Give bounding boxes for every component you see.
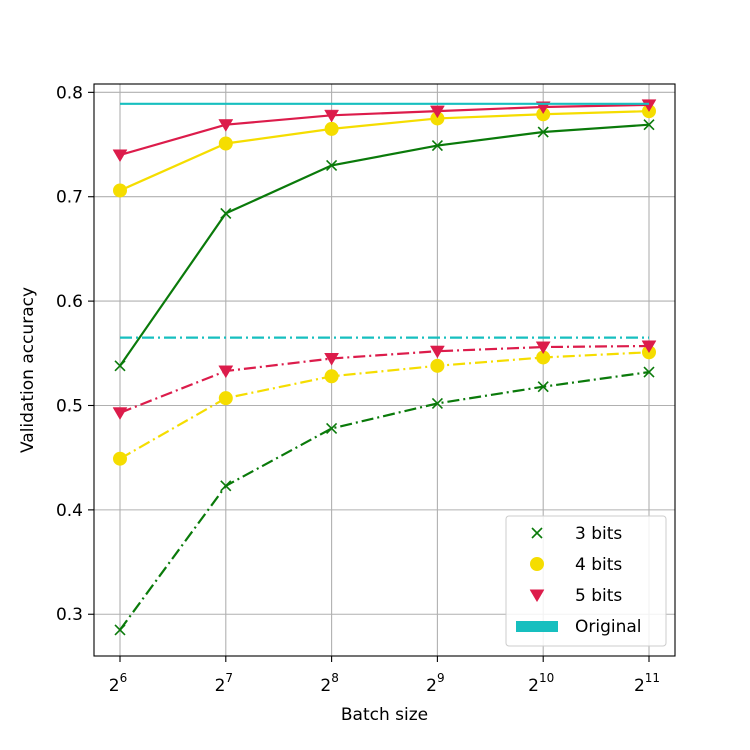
legend-box xyxy=(505,515,667,647)
data-point xyxy=(641,99,657,113)
series-4-bits-dashdot xyxy=(113,345,656,466)
x-tick-label: 210 xyxy=(528,671,554,696)
legend-label: 4 bits xyxy=(575,555,622,575)
y-tick-label: 0.6 xyxy=(56,292,83,312)
y-axis-label: Validation accuracy xyxy=(18,287,38,453)
legend-marker xyxy=(529,589,545,603)
x-tick-base: 2 xyxy=(109,676,120,696)
data-point xyxy=(429,345,445,359)
series-3-bits-dashdot xyxy=(114,366,655,636)
data-point xyxy=(324,369,339,384)
legend-item-original: Original xyxy=(516,617,642,637)
data-point xyxy=(324,109,340,123)
series-5-bits-solid xyxy=(112,99,657,163)
data-point xyxy=(643,366,655,378)
y-tick-label: 0.3 xyxy=(56,605,83,625)
data-point xyxy=(218,365,234,379)
series-line xyxy=(119,344,650,414)
x-tick-exponent: 10 xyxy=(539,671,554,685)
legend-marker xyxy=(530,557,544,571)
legend-item-3-bits: 3 bits xyxy=(531,524,622,544)
legend-label: 3 bits xyxy=(575,524,622,544)
series-5-bits-dashdot xyxy=(112,340,657,420)
x-tick-label: 26 xyxy=(109,671,127,696)
x-tick-base: 2 xyxy=(634,676,645,696)
x-tick-exponent: 6 xyxy=(120,671,128,685)
data-point xyxy=(431,140,443,152)
x-tick-label: 211 xyxy=(634,671,660,696)
data-point xyxy=(113,451,127,466)
x-tick-exponent: 9 xyxy=(437,671,445,685)
grid xyxy=(94,84,675,656)
data-point xyxy=(641,340,657,354)
legend-item-4-bits: 4 bits xyxy=(530,555,622,575)
y-tick-label: 0.4 xyxy=(56,501,83,521)
x-tick-base: 2 xyxy=(426,676,437,696)
data-point xyxy=(431,397,443,409)
x-tick-base: 2 xyxy=(528,676,539,696)
x-tick-base: 2 xyxy=(215,676,226,696)
data-point xyxy=(537,381,549,393)
data-point xyxy=(643,119,655,131)
data-point xyxy=(429,105,445,119)
x-tick-label: 27 xyxy=(215,671,233,696)
x-tick-exponent: 8 xyxy=(331,671,339,685)
x-tick-label: 29 xyxy=(426,671,444,696)
legend-label: Original xyxy=(575,617,642,637)
data-point xyxy=(112,407,128,420)
x-tick-label: 28 xyxy=(320,671,338,696)
data-point xyxy=(218,391,233,406)
legend-item-5-bits: 5 bits xyxy=(529,586,622,606)
x-axis-label: Batch size xyxy=(341,705,428,725)
legend-swatch xyxy=(516,621,558,632)
series-4-bits-solid xyxy=(113,104,656,198)
data-point xyxy=(324,121,339,136)
data-point xyxy=(218,136,233,151)
data-point xyxy=(113,183,127,198)
series-line xyxy=(119,123,650,367)
x-tick-exponent: 11 xyxy=(645,671,660,685)
data-point xyxy=(220,207,232,219)
data-point xyxy=(218,119,234,132)
series-3-bits-solid xyxy=(114,119,655,372)
y-tick-label: 0.8 xyxy=(56,83,83,103)
data-point xyxy=(430,358,445,373)
data-point xyxy=(324,353,340,366)
plot-frame xyxy=(93,83,676,657)
series-line xyxy=(119,370,650,631)
data-point xyxy=(112,149,128,163)
legend-marker xyxy=(531,527,543,539)
data-point xyxy=(114,624,126,636)
data-point xyxy=(326,159,338,171)
y-tick-label: 0.5 xyxy=(56,396,83,416)
x-tick-exponent: 7 xyxy=(225,671,233,685)
plot-series xyxy=(112,99,657,636)
data-point xyxy=(220,480,232,492)
legend-label: 5 bits xyxy=(575,586,622,606)
data-point xyxy=(326,422,338,435)
data-point xyxy=(114,360,126,372)
x-tick-base: 2 xyxy=(320,676,331,696)
data-point xyxy=(537,126,549,138)
y-tick-label: 0.7 xyxy=(56,188,83,208)
legend: 3 bits 4 bits 5 bits Original xyxy=(505,515,667,647)
series-line xyxy=(119,110,650,192)
data-point xyxy=(535,341,551,355)
series-line xyxy=(119,103,650,157)
